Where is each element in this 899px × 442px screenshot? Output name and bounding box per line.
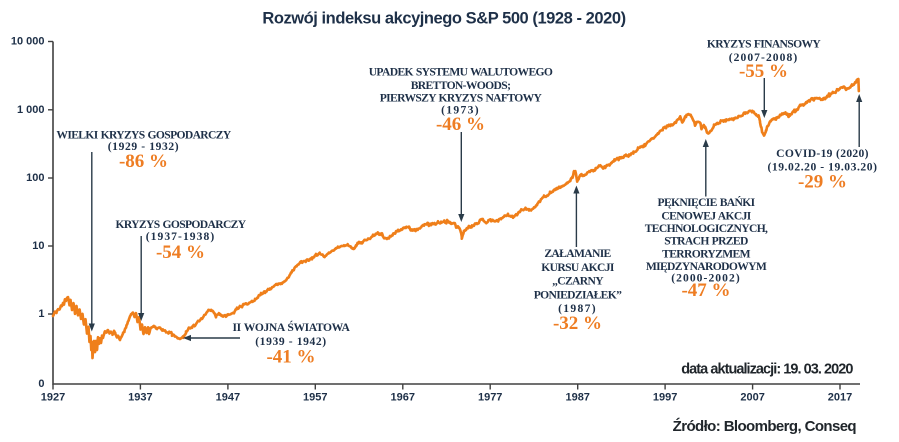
svg-text:2017: 2017 [828,392,852,404]
svg-text:-32 %: -32 % [553,313,602,334]
svg-text:BRETTON-WOODS;: BRETTON-WOODS; [411,79,511,92]
svg-text:(2007-2008): (2007-2008) [729,51,799,64]
svg-text:0: 0 [38,378,44,390]
svg-text:COVID-19 (2020): COVID-19 (2020) [776,147,869,160]
svg-text:TERRORYZMEM: TERRORYZMEM [662,247,750,260]
svg-text:CENOWEJ AKCJI: CENOWEJ AKCJI [661,209,751,222]
svg-text:PONIEDZIAŁEK”: PONIEDZIAŁEK” [534,289,622,302]
svg-text:1 000: 1 000 [17,104,45,116]
svg-text:data aktualizacji: 19. 03. 202: data aktualizacji: 19. 03. 2020 [681,362,853,378]
svg-text:1937: 1937 [128,392,152,404]
svg-text:-46 %: -46 % [436,114,485,135]
svg-text:-86 %: -86 % [119,151,168,172]
svg-text:„CZARNY: „CZARNY [552,275,604,288]
svg-text:1947: 1947 [216,392,240,404]
svg-text:-29 %: -29 % [798,172,847,193]
svg-text:1967: 1967 [391,392,415,404]
svg-text:(19.02.20 - 19.03.20): (19.02.20 - 19.03.20) [767,161,877,174]
svg-text:II WOJNA ŚWIATOWA: II WOJNA ŚWIATOWA [232,320,350,334]
svg-text:1957: 1957 [303,392,327,404]
svg-text:-55 %: -55 % [739,61,788,82]
svg-text:Źródło: Bloomberg, Conseq: Źródło: Bloomberg, Conseq [673,418,857,435]
svg-text:MIĘDZYNARODOWYM: MIĘDZYNARODOWYM [646,260,767,273]
svg-text:(1973): (1973) [441,104,480,117]
svg-text:(1929 - 1932): (1929 - 1932) [108,140,180,153]
svg-text:-54 %: -54 % [156,242,205,263]
svg-text:PĘKNIĘCIE BAŃKI: PĘKNIĘCIE BAŃKI [658,195,756,209]
svg-text:(2000-2002): (2000-2002) [671,272,741,285]
svg-text:(1987): (1987) [558,302,597,315]
svg-text:ZAŁAMANIE: ZAŁAMANIE [544,247,611,260]
svg-text:1987: 1987 [565,392,589,404]
svg-text:1977: 1977 [478,392,502,404]
svg-text:(1937-1938): (1937-1938) [146,230,216,243]
svg-text:WIELKI KRYZYS GOSPODARCZY: WIELKI KRYZYS GOSPODARCZY [56,129,231,142]
svg-text:Rozwój indeksu akcyjnego S&P 5: Rozwój indeksu akcyjnego S&P 500 (1928 -… [262,10,625,28]
svg-text:1927: 1927 [41,392,65,404]
svg-text:-47 %: -47 % [681,280,730,301]
svg-text:10 000: 10 000 [11,36,45,48]
svg-text:STRACH PRZED: STRACH PRZED [664,235,748,248]
svg-text:KRYZYS GOSPODARCZY: KRYZYS GOSPODARCZY [116,218,247,231]
svg-text:UPADEK SYSTEMU WALUTOWEGO: UPADEK SYSTEMU WALUTOWEGO [369,66,553,79]
svg-text:TECHNOLOGICZNYCH,: TECHNOLOGICZNYCH, [645,222,768,235]
svg-text:(1939 - 1942): (1939 - 1942) [255,335,327,348]
svg-text:10: 10 [32,240,44,252]
svg-text:PIERWSZY KRYZYS NAFTOWY: PIERWSZY KRYZYS NAFTOWY [380,91,543,104]
svg-text:1: 1 [38,308,44,320]
svg-text:KURSU AKCJI: KURSU AKCJI [541,261,615,274]
svg-text:KRYZYS FINANSOWY: KRYZYS FINANSOWY [707,38,822,51]
svg-text:-41 %: -41 % [266,347,315,368]
svg-text:1997: 1997 [653,392,677,404]
svg-text:100: 100 [26,172,44,184]
svg-text:2007: 2007 [740,392,764,404]
